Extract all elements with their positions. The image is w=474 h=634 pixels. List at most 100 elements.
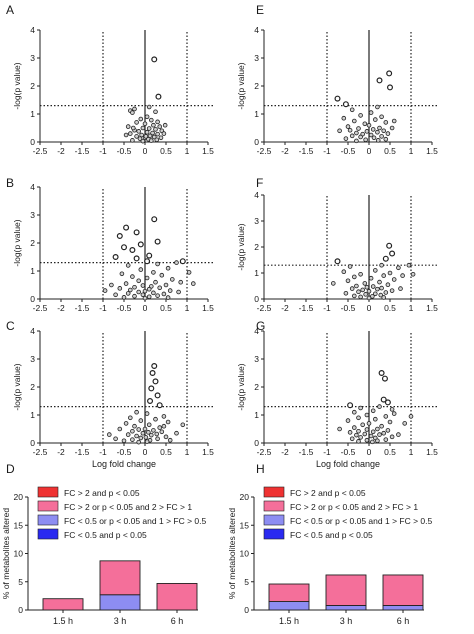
data-point bbox=[153, 279, 158, 285]
x-tick-label: 1.5 h bbox=[279, 616, 299, 626]
x-tick-label: 0.5 bbox=[384, 303, 396, 313]
y-tick-label: 1 bbox=[254, 109, 259, 119]
data-point bbox=[360, 287, 366, 293]
data-point bbox=[140, 138, 146, 144]
legend-label: FC < 0.5 or p < 0.05 and 1 > FC > 0.5 bbox=[64, 516, 206, 526]
data-point bbox=[351, 274, 357, 280]
data-point bbox=[372, 416, 378, 422]
data-point bbox=[368, 275, 374, 281]
data-point bbox=[178, 279, 184, 285]
data-point bbox=[389, 434, 395, 440]
bar-chart-D: 0 5 10 15 20% of metabolites altered 1.5 h 3 h… bbox=[1, 486, 206, 626]
data-point bbox=[351, 293, 357, 299]
x-tick-label: -0.5 bbox=[117, 146, 132, 156]
data-point bbox=[146, 430, 151, 435]
data-point bbox=[364, 412, 370, 418]
x-tick-label: 0.5 bbox=[384, 146, 396, 156]
data-point bbox=[144, 129, 150, 135]
volcano-G: -2.5 -2 -1.5 -1 -0.5 0 0.5 1 1.5 0 1 2 3 4 -log(p valu… bbox=[236, 326, 438, 457]
data-point bbox=[370, 429, 376, 435]
data-point bbox=[334, 95, 341, 102]
x-tick-label: 1.5 bbox=[202, 303, 214, 313]
x-tick-label: -2 bbox=[281, 447, 289, 457]
x-tick-label: 6 h bbox=[397, 616, 410, 626]
data-point bbox=[125, 291, 131, 296]
data-point bbox=[354, 138, 359, 144]
bar-segment bbox=[268, 583, 310, 602]
data-point bbox=[360, 422, 366, 428]
data-point bbox=[151, 363, 158, 370]
data-point bbox=[345, 278, 351, 284]
data-point bbox=[364, 129, 370, 134]
data-point bbox=[167, 288, 173, 293]
data-point bbox=[123, 281, 129, 286]
legend-label: FC < 0.5 or p < 0.05 and 1 > FC > 0.5 bbox=[290, 516, 432, 526]
data-point bbox=[381, 375, 388, 382]
data-point bbox=[375, 438, 380, 444]
data-point bbox=[142, 426, 148, 432]
data-point bbox=[165, 295, 171, 300]
data-point bbox=[370, 127, 376, 132]
y-tick-label: 0 bbox=[18, 605, 23, 615]
data-point bbox=[134, 120, 139, 125]
data-point bbox=[144, 114, 150, 120]
data-point bbox=[356, 415, 361, 421]
bar-segment bbox=[325, 605, 367, 611]
data-point bbox=[130, 110, 135, 115]
data-point bbox=[383, 120, 389, 125]
data-point bbox=[383, 290, 389, 295]
data-point bbox=[386, 70, 393, 77]
data-point bbox=[341, 269, 347, 275]
y-tick-label: 10 bbox=[14, 549, 24, 559]
y-axis-label: -log(p value) bbox=[236, 363, 246, 410]
y-tick-label: 0 bbox=[244, 605, 249, 615]
data-point bbox=[146, 252, 153, 259]
panel-label-H: H bbox=[256, 462, 265, 476]
data-point bbox=[364, 427, 370, 432]
panel-label-G: G bbox=[256, 319, 265, 333]
panel-label-A: A bbox=[6, 3, 14, 17]
data-point bbox=[130, 138, 135, 143]
data-point bbox=[347, 127, 353, 133]
data-point bbox=[144, 439, 150, 444]
bar-segment bbox=[42, 598, 84, 611]
data-point bbox=[368, 132, 374, 138]
y-tick-label: 20 bbox=[240, 492, 250, 502]
data-point bbox=[151, 290, 156, 296]
y-tick-label: 1 bbox=[30, 109, 35, 119]
data-point bbox=[391, 411, 397, 416]
data-point bbox=[387, 419, 393, 425]
data-point bbox=[375, 104, 380, 110]
data-point bbox=[129, 247, 136, 254]
data-point bbox=[389, 125, 395, 131]
data-point bbox=[132, 284, 137, 290]
data-point bbox=[387, 270, 393, 276]
data-point bbox=[383, 414, 389, 419]
data-point bbox=[125, 124, 131, 129]
data-point bbox=[362, 121, 368, 127]
data-point bbox=[341, 115, 347, 121]
data-point bbox=[349, 107, 355, 113]
data-point bbox=[155, 119, 160, 125]
y-tick-label: 3 bbox=[254, 216, 259, 226]
data-point bbox=[157, 285, 163, 291]
data-point bbox=[375, 138, 381, 143]
data-point bbox=[138, 418, 144, 423]
data-point bbox=[132, 106, 137, 112]
bar-segment bbox=[325, 574, 367, 606]
data-point bbox=[159, 272, 165, 278]
data-point bbox=[138, 435, 144, 441]
data-point bbox=[154, 431, 160, 437]
volcano-E: -2.5 -2 -1.5 -1 -0.5 0 0.5 1 1.5 0 1 2 3 4 -log(p valu… bbox=[236, 25, 438, 156]
data-point bbox=[151, 428, 156, 433]
data-point bbox=[134, 134, 139, 139]
data-point bbox=[157, 124, 163, 129]
data-point bbox=[385, 282, 391, 288]
data-point bbox=[375, 286, 380, 292]
data-point bbox=[337, 426, 342, 432]
data-point bbox=[136, 439, 142, 445]
data-point bbox=[372, 291, 378, 297]
data-point bbox=[377, 404, 382, 409]
y-tick-label: 3 bbox=[254, 53, 259, 63]
y-tick-label: 0 bbox=[30, 137, 35, 147]
